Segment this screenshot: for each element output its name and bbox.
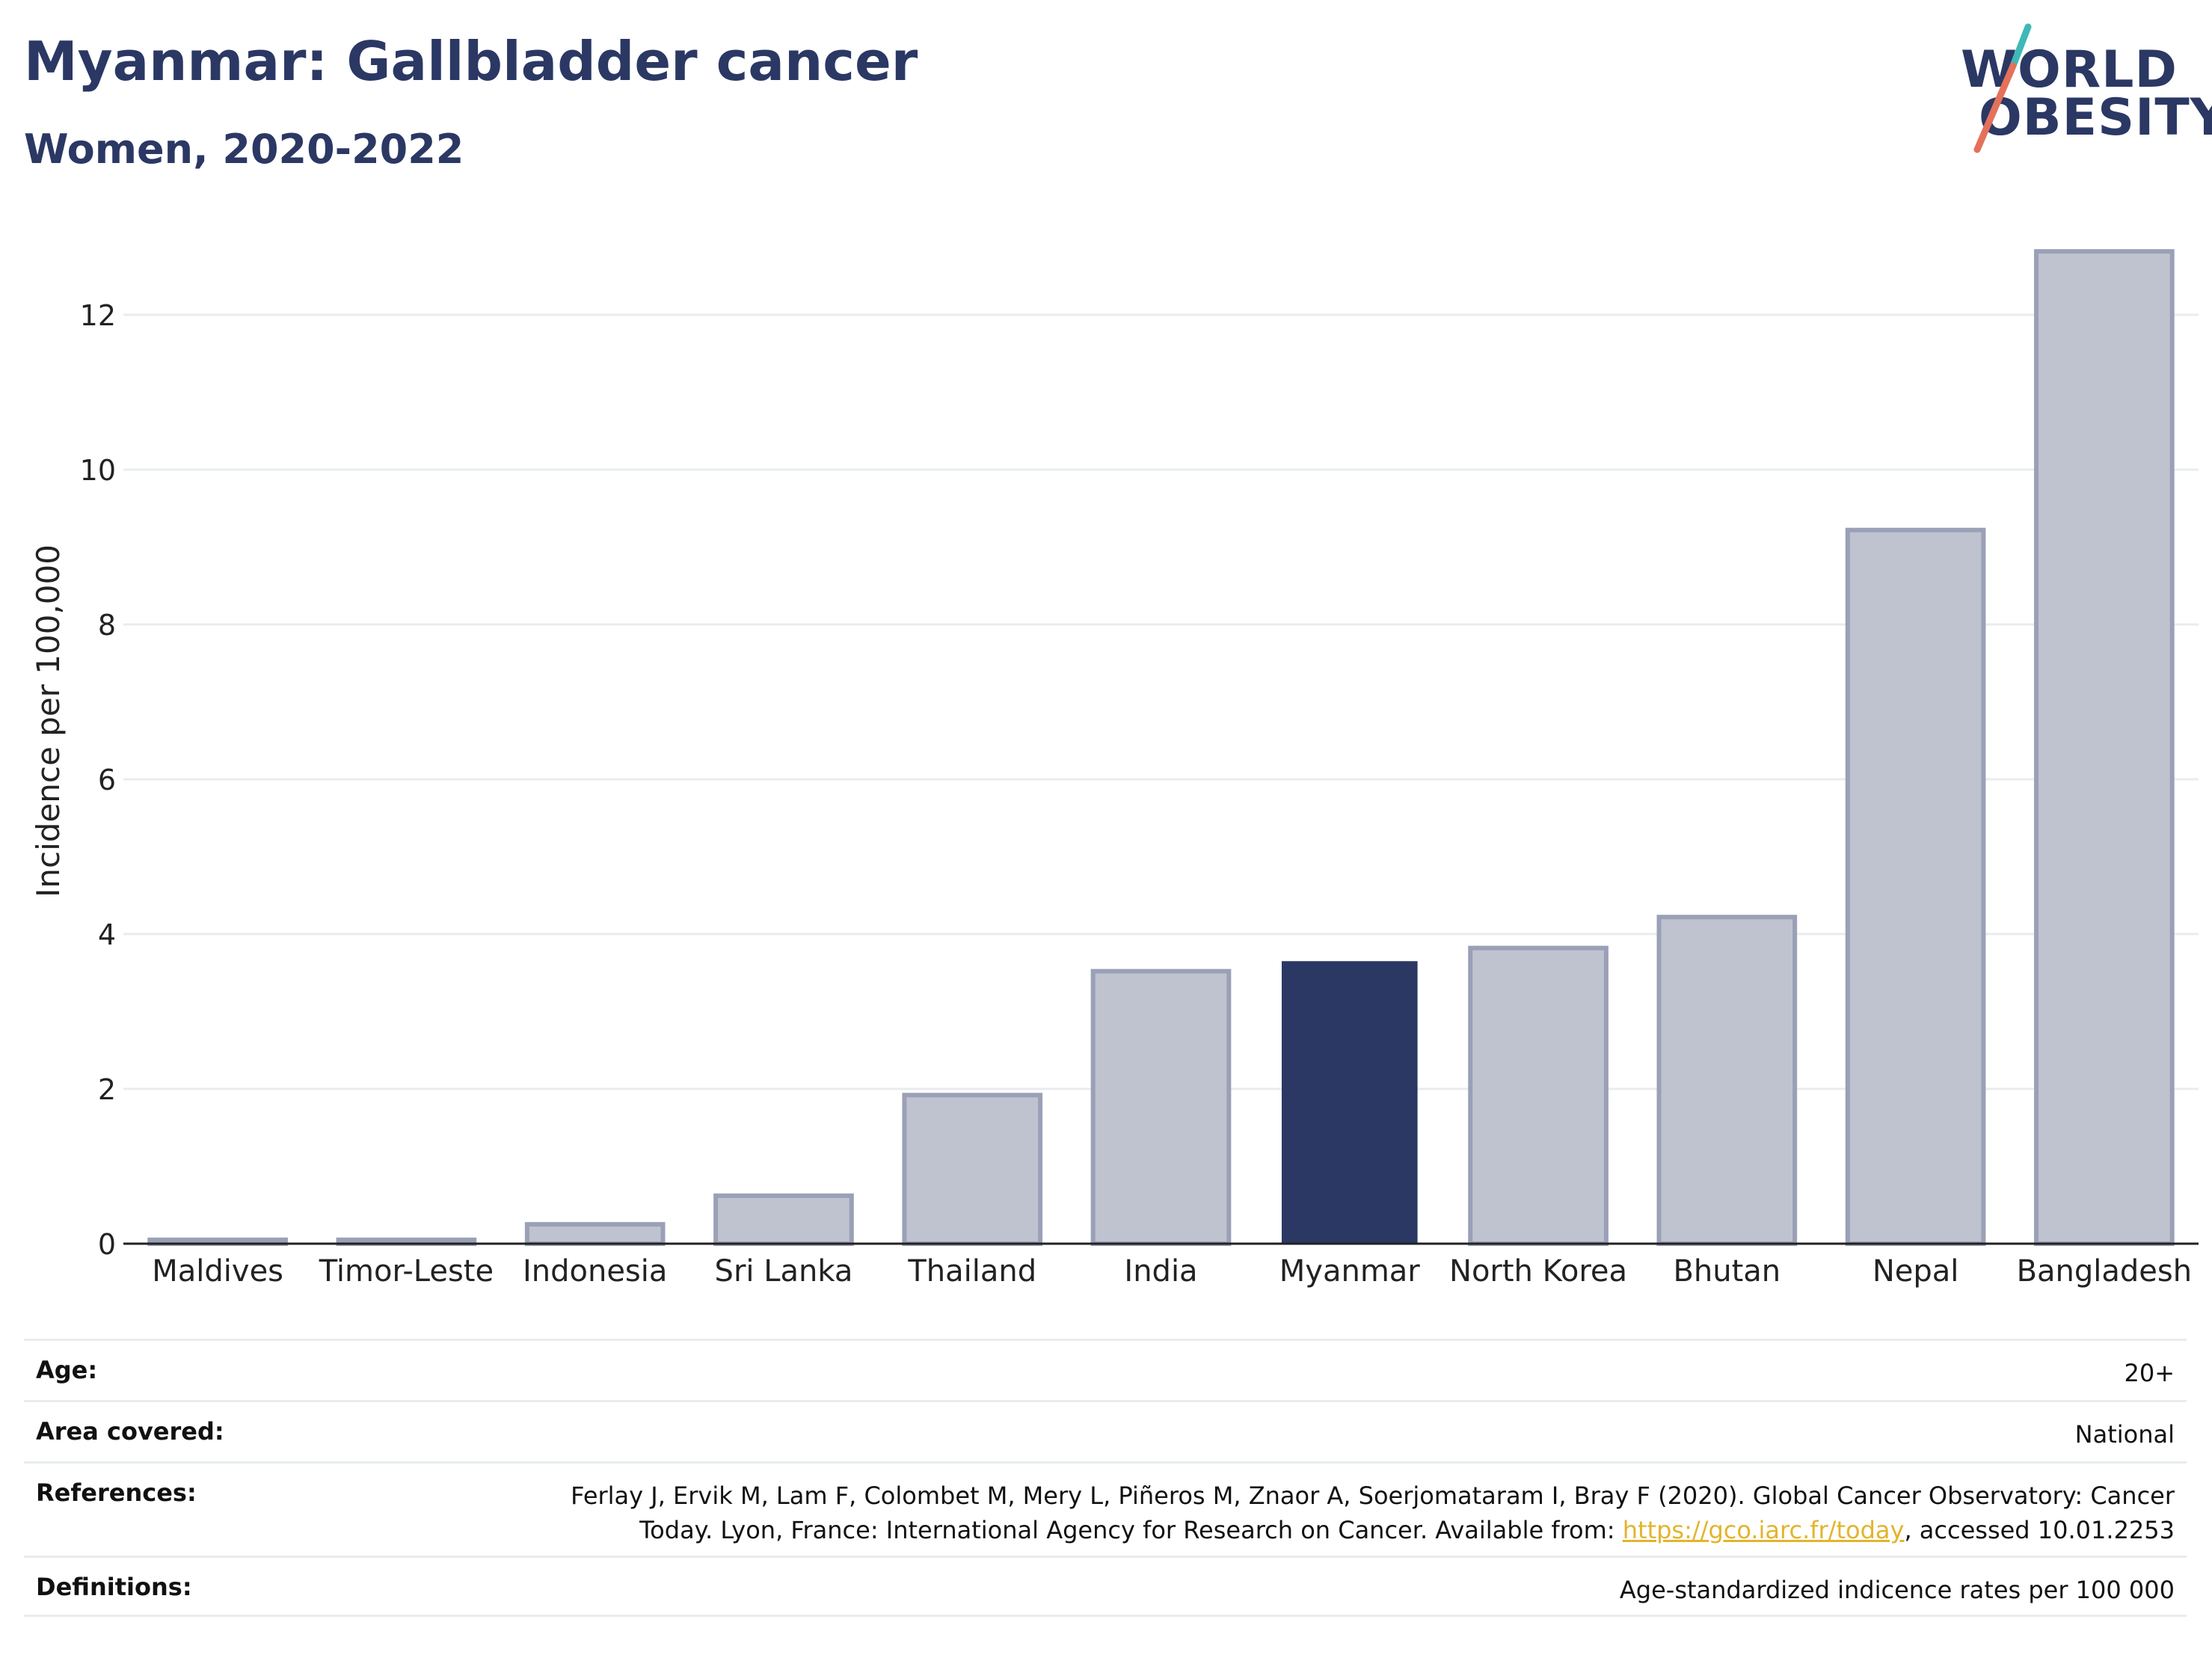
x-tick-label: Maldives xyxy=(152,1254,283,1289)
bar-chart: 0 2 4 6 8 10 12 Maldives Timor-Leste Indonesia Sri… xyxy=(80,249,2199,1289)
x-tick-label: Nepal xyxy=(1872,1254,1959,1289)
info-row-definitions: Definitions: Age-standardized indicence … xyxy=(24,1556,2187,1617)
x-tick-label: North Korea xyxy=(1449,1254,1627,1289)
x-tick-label: India xyxy=(1124,1254,1197,1289)
bar xyxy=(2034,249,2175,1246)
chart-subtitle: Women, 2020-2022 xyxy=(24,126,464,173)
references-label: References: xyxy=(36,1479,197,1507)
bar xyxy=(902,1093,1043,1247)
age-label: Age: xyxy=(36,1356,98,1384)
area-label: Area covered: xyxy=(36,1417,224,1446)
x-tick-label: Myanmar xyxy=(1279,1254,1421,1289)
info-table: Age: 20+ Area covered: National Referenc… xyxy=(24,1339,2187,1617)
references-value: Ferlay J, Ervik M, Lam F, Colombet M, Me… xyxy=(571,1479,2175,1547)
y-tick-label: 8 xyxy=(98,609,116,642)
y-tick-label: 4 xyxy=(98,918,116,951)
references-line-2: Today. Lyon, France: International Agenc… xyxy=(571,1513,2175,1547)
logo-slash-icon xyxy=(1973,23,2032,153)
y-tick-label: 12 xyxy=(80,299,116,332)
info-row-area: Area covered: National xyxy=(24,1400,2187,1461)
chart-title: Myanmar: Gallbladder cancer xyxy=(24,30,918,93)
definitions-value: Age-standardized indicence rates per 100… xyxy=(1619,1576,2175,1604)
references-link[interactable]: https://gco.iarc.fr/today xyxy=(1622,1516,1905,1544)
bar xyxy=(1090,968,1232,1247)
references-line-2-pre: Today. Lyon, France: International Agenc… xyxy=(639,1516,1623,1544)
bar xyxy=(1468,945,1609,1246)
logo-line-1: WORLD xyxy=(1961,40,2178,99)
x-tick-label: Timor-Leste xyxy=(319,1254,494,1289)
bar xyxy=(713,1193,854,1246)
info-row-references: References: Ferlay J, Ervik M, Lam F, Co… xyxy=(24,1461,2187,1556)
y-tick-label: 10 xyxy=(80,454,116,487)
definitions-label: Definitions: xyxy=(36,1573,192,1601)
bar-highlight xyxy=(1281,961,1418,1244)
bar xyxy=(1845,527,1986,1247)
age-value: 20+ xyxy=(2124,1359,2175,1387)
bar xyxy=(524,1222,666,1246)
world-obesity-logo: WORLD OBESITY xyxy=(1944,22,2212,157)
logo-line-2: OBESITY xyxy=(1979,88,2212,147)
x-tick-label: Thailand xyxy=(907,1254,1036,1289)
x-tick-label: Sri Lanka xyxy=(715,1254,853,1289)
area-value: National xyxy=(2074,1420,2175,1449)
x-tick-label: Indonesia xyxy=(523,1254,667,1289)
y-tick-label: 2 xyxy=(98,1073,116,1106)
x-tick-label: Bangladesh xyxy=(2017,1254,2193,1289)
info-row-age: Age: 20+ xyxy=(24,1339,2187,1400)
x-tick-label: Bhutan xyxy=(1673,1254,1781,1289)
references-line-1: Ferlay J, Ervik M, Lam F, Colombet M, Me… xyxy=(571,1481,2175,1510)
bar xyxy=(1656,915,1798,1246)
y-tick-label: 0 xyxy=(98,1228,116,1261)
references-line-2-post: , accessed 10.01.2253 xyxy=(1904,1516,2175,1544)
y-tick-label: 6 xyxy=(98,764,116,796)
